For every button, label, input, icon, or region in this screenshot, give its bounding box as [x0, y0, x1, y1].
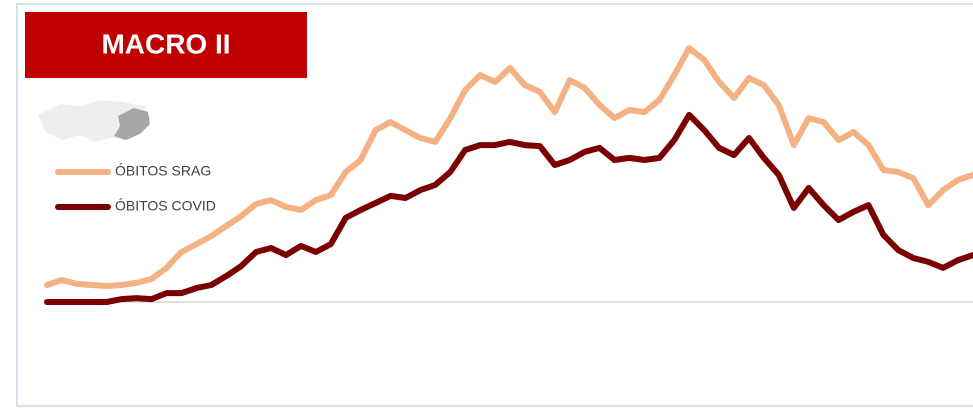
- title-box: [25, 12, 307, 78]
- legend-label: ÓBITOS SRAG: [115, 163, 211, 179]
- line-series: [44, 45, 973, 289]
- line-series: [44, 111, 973, 305]
- chart-title: MACRO II: [101, 28, 230, 59]
- map-icon: [38, 100, 150, 142]
- legend-label: ÓBITOS COVID: [115, 198, 216, 214]
